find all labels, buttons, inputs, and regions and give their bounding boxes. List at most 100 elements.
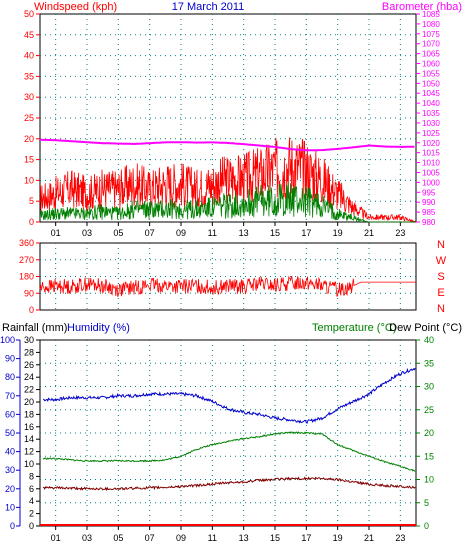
humidity-tick-label: 10 [5,502,15,512]
wind-time-tick-label: 17 [301,228,311,238]
wind-time-tick-label: 09 [176,228,186,238]
temp-time-tick-label: 19 [333,533,343,543]
direction-tick-label: 180 [19,272,34,282]
direction-tick-label: 360 [19,238,34,248]
wind-time-tick-label: 15 [270,228,280,238]
barometer-tick-label: 1050 [422,79,440,88]
barometer-ticks: 9809859909951000100510101015102010251030… [416,10,440,227]
temp-time-tick-label: 23 [395,533,405,543]
barometer-tick-label: 1020 [422,139,440,148]
windspeed-tick-label: 0 [29,217,34,227]
barometer-tick-label: 1080 [422,20,440,29]
temp-time-ticks: 01 03 05 07 09 11 13 15 17 19 21 23 [51,526,405,543]
rainfall-tick-label: 24 [24,372,34,382]
rainfall-tick-label: 8 [29,471,34,481]
barometer-tick-label: 1040 [422,99,440,108]
temp-time-tick-label: 17 [301,533,311,543]
wind-time-tick-label: 23 [395,228,405,238]
rainfall-axis-label: Rainfall (mm) [2,322,67,334]
barometer-tick-label: 1075 [422,30,440,39]
humidity-axis-label: Humidity (%) [67,322,130,334]
temperature-axis-label: Temperature (°C) [312,322,396,334]
humidity-tick-label: 90 [5,354,15,364]
temp-time-tick-label: 09 [176,533,186,543]
wind-time-tick-label: 19 [333,228,343,238]
windspeed-tick-label: 30 [24,92,34,102]
humidity-tick-label: 0 [10,521,15,531]
chart-title: 17 March 2011 [172,1,245,13]
barometer-tick-label: 990 [422,198,436,207]
rainfall-tick-label: 14 [24,434,34,444]
wind-time-tick-label: 05 [113,228,123,238]
wind-barometer-panel: Windspeed (kph) 17 March 2011 Barometer … [24,1,462,238]
dewpoint-axis-label: Dew Point (°C) [389,322,462,334]
temperature-tick-label: 25 [424,405,434,415]
barometer-tick-label: 1070 [422,40,440,49]
temperature-tick-label: 0 [424,521,429,531]
rainfall-tick-label: 6 [29,484,34,494]
barometer-tick-label: 1085 [422,10,440,19]
temp-time-tick-label: 05 [113,533,123,543]
wind-time-tick-label: 13 [239,228,249,238]
dewpoint-line [43,476,416,492]
barometer-axis-label: Barometer (hba) [382,1,462,13]
rainfall-tick-label: 2 [29,509,34,519]
humidity-tick-label: 70 [5,391,15,401]
rainfall-tick-label: 10 [24,459,34,469]
direction-ticks: 0 90 180 270 360 [19,238,40,315]
humidity-tick-label: 50 [5,428,15,438]
temp-time-tick-label: 01 [51,533,61,543]
rainfall-tick-label: 28 [24,347,34,357]
temp-grid [40,340,416,526]
wind-time-tick-label: 07 [145,228,155,238]
humidity-tick-label: 20 [5,484,15,494]
barometer-tick-label: 1055 [422,69,440,78]
rainfall-tick-label: 16 [24,422,34,432]
barometer-tick-label: 1060 [422,60,440,69]
wind-time-tick-label: 03 [82,228,92,238]
barometer-line [40,138,415,152]
barometer-tick-label: 1005 [422,168,440,177]
windspeed-tick-label: 25 [24,113,34,123]
direction-series [39,275,416,298]
barometer-tick-label: 1045 [422,89,440,98]
humidity-ticks: 0 10 20 30 40 50 60 70 80 90 100 [0,335,21,531]
rainfall-tick-label: 26 [24,360,34,370]
rainfall-tick-label: 12 [24,447,34,457]
rainfall-tick-label: 30 [24,335,34,345]
barometer-tick-label: 1010 [422,159,440,168]
direction-plot-frame [39,242,417,311]
windspeed-axis-label: Windspeed (kph) [34,1,117,13]
compass-label: N [437,303,445,315]
rainfall-tick-label: 4 [29,496,34,506]
temp-time-tick-label: 11 [208,533,217,543]
temp-time-tick-label: 07 [145,533,155,543]
humidity-tick-label: 80 [5,372,15,382]
temperature-tick-label: 30 [424,382,434,392]
compass-label: W [436,255,447,267]
rainfall-tick-label: 22 [24,385,34,395]
gust-line [39,137,416,223]
temperature-tick-label: 15 [424,451,434,461]
windspeed-ticks: 0 5 10 15 20 25 30 35 40 45 50 [24,9,40,227]
compass-label: S [437,271,444,283]
rainfall-tick-label: 18 [24,409,34,419]
humidity-tick-label: 100 [0,335,15,345]
humidity-tick-label: 40 [5,447,15,457]
temperature-tick-label: 40 [424,335,434,345]
windspeed-line [39,182,416,223]
wind-series [39,137,416,223]
windspeed-tick-label: 50 [24,9,34,19]
barometer-tick-label: 980 [422,218,436,227]
barometer-tick-label: 1015 [422,149,440,158]
humidity-tick-label: 60 [5,409,15,419]
barometer-tick-label: 995 [422,188,436,197]
barometer-tick-label: 1000 [422,178,440,187]
wind-time-tick-label: 21 [364,228,374,238]
temp-plot-frame [39,339,417,527]
humidity-temperature-panel: Rainfall (mm) Humidity (%) Temperature (… [0,322,462,543]
